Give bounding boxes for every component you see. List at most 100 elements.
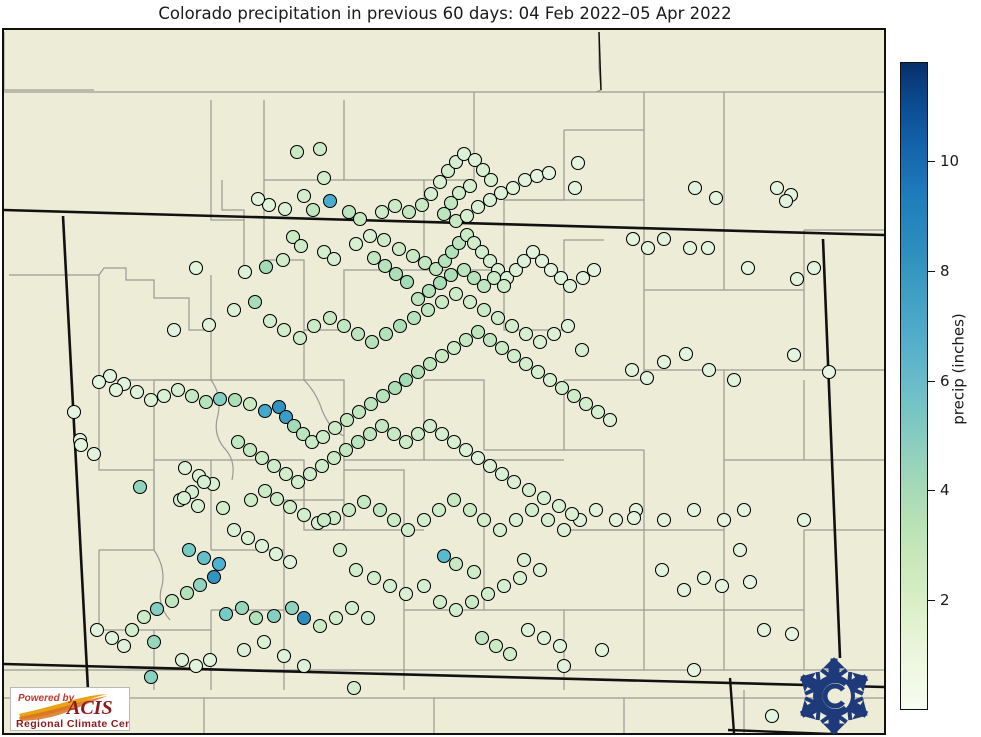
station-marker <box>257 483 273 499</box>
station-marker <box>654 562 670 578</box>
station-marker <box>456 262 472 278</box>
station-marker <box>276 648 292 664</box>
station-marker <box>446 492 462 508</box>
station-marker <box>458 442 474 458</box>
station-marker <box>328 610 344 626</box>
station-marker <box>170 382 186 398</box>
colorbar-tick <box>928 600 935 602</box>
station-marker <box>271 399 287 415</box>
colorbar[interactable]: 2 4 6 8 10 <box>900 62 959 710</box>
station-marker <box>326 251 342 267</box>
station-marker <box>678 346 694 362</box>
station-marker <box>196 474 212 490</box>
station-marker <box>289 144 305 160</box>
station-marker <box>278 409 294 425</box>
station-marker <box>540 512 556 528</box>
station-marker <box>102 368 118 384</box>
station-marker <box>226 302 242 318</box>
station-marker <box>336 318 352 334</box>
colorado-climate-center-logo[interactable]: C <box>789 657 879 737</box>
station-marker <box>176 490 192 506</box>
station-marker <box>482 253 498 269</box>
station-marker <box>322 310 338 326</box>
station-marker <box>352 211 368 227</box>
station-marker <box>467 152 483 168</box>
station-marker <box>494 466 510 482</box>
station-marker <box>483 172 499 188</box>
station-marker <box>421 283 437 299</box>
station-marker <box>496 278 512 294</box>
station-marker <box>566 388 582 404</box>
station-marker <box>242 442 258 458</box>
station-marker <box>458 332 474 348</box>
station-marker <box>434 426 450 442</box>
station-marker <box>108 382 124 398</box>
station-marker <box>198 394 214 410</box>
station-marker <box>536 490 552 506</box>
station-marker <box>789 271 805 287</box>
station-marker <box>282 554 298 570</box>
station-marker <box>590 404 606 420</box>
station-marker <box>218 606 234 622</box>
station-marker <box>166 322 182 338</box>
station-marker <box>392 318 408 334</box>
acis-powered-by-text: Powered by <box>18 693 75 704</box>
station-marker <box>282 499 298 515</box>
station-marker <box>192 577 208 593</box>
colorbar-tick <box>928 380 935 382</box>
station-marker <box>377 258 393 274</box>
station-marker <box>470 450 486 466</box>
station-marker <box>486 270 502 286</box>
station-marker <box>269 491 285 507</box>
station-marker <box>332 542 348 558</box>
station-marker <box>532 562 548 578</box>
station-marker <box>562 278 578 294</box>
station-marker <box>476 512 492 528</box>
station-marker <box>448 602 464 618</box>
station-marker <box>91 374 107 390</box>
station-marker <box>410 364 426 380</box>
station-marker <box>104 630 120 646</box>
station-marker <box>212 391 228 407</box>
station-marker <box>556 522 572 538</box>
station-marker <box>341 204 357 220</box>
station-marker <box>247 294 263 310</box>
station-marker <box>462 502 478 518</box>
station-marker <box>211 556 227 572</box>
station-marker <box>639 370 655 386</box>
station-marker <box>701 362 717 378</box>
acis-logo[interactable]: Powered by ACIS Regional Climate Centers <box>10 687 130 731</box>
station-marker <box>296 658 312 674</box>
station-marker <box>378 326 394 342</box>
acis-brand-text: ACIS <box>65 697 113 719</box>
station-marker <box>344 600 360 616</box>
station-marker <box>338 442 354 458</box>
station-marker <box>312 141 328 157</box>
station-marker <box>420 302 436 318</box>
station-marker <box>146 634 162 650</box>
station-marker <box>417 255 433 271</box>
station-marker <box>376 232 392 248</box>
station-marker <box>322 193 338 209</box>
station-marker <box>405 248 421 264</box>
station-marker <box>796 512 812 528</box>
colorado-precipitation-map <box>4 31 884 733</box>
station-marker <box>284 600 300 616</box>
station-marker <box>431 502 447 518</box>
station-marker <box>517 172 533 188</box>
station-marker <box>366 250 382 266</box>
colorbar-tick <box>928 490 935 492</box>
station-marker <box>268 546 284 562</box>
station-marker <box>296 507 312 523</box>
station-marker <box>542 372 558 388</box>
station-marker <box>529 168 545 184</box>
station-marker <box>451 185 467 201</box>
station-marker <box>257 403 273 419</box>
station-marker <box>700 240 716 256</box>
colorbar-tick-label: 8 <box>940 261 950 280</box>
station-marker <box>530 364 546 380</box>
station-marker <box>686 502 702 518</box>
station-marker <box>266 608 282 624</box>
station-marker <box>312 618 328 634</box>
station-marker <box>143 669 159 685</box>
